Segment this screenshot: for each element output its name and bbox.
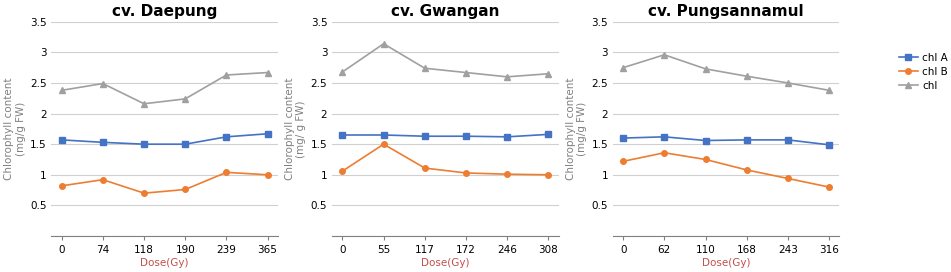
chl A (782, 138, 793, 141)
chl A (180, 143, 191, 146)
Title: cv. Pungsannamul: cv. Pungsannamul (649, 4, 804, 19)
chl B (700, 158, 711, 161)
Line: chl B: chl B (340, 141, 551, 178)
Line: chl A: chl A (340, 132, 551, 140)
chl (378, 42, 389, 45)
chl A (337, 133, 348, 137)
chl B (180, 188, 191, 191)
chl B (741, 168, 752, 172)
chl A (262, 132, 273, 135)
chl B (419, 166, 431, 170)
Y-axis label: Chlorophyll content
(mg/g FW): Chlorophyll content (mg/g FW) (566, 78, 587, 180)
Line: chl: chl (59, 70, 270, 107)
chl A (824, 143, 835, 146)
Title: cv. Gwangan: cv. Gwangan (391, 4, 499, 19)
X-axis label: Dose(Gy): Dose(Gy) (141, 258, 189, 268)
chl (180, 97, 191, 101)
chl (543, 72, 554, 75)
chl B (782, 177, 793, 180)
chl A (56, 138, 68, 141)
Line: chl A: chl A (620, 134, 832, 148)
chl (659, 53, 670, 56)
Y-axis label: Chlorophyll content
(mg/ g FW): Chlorophyll content (mg/ g FW) (285, 78, 306, 180)
chl (700, 67, 711, 70)
chl B (501, 172, 513, 176)
chl A (700, 139, 711, 142)
chl A (138, 143, 149, 146)
chl (501, 75, 513, 78)
chl A (617, 137, 629, 140)
chl A (659, 135, 670, 138)
chl (617, 66, 629, 69)
chl B (262, 173, 273, 177)
Line: chl A: chl A (59, 131, 270, 147)
Line: chl B: chl B (59, 169, 270, 196)
chl B (617, 160, 629, 163)
Line: chl: chl (620, 52, 832, 93)
chl (782, 81, 793, 85)
chl A (97, 141, 108, 144)
chl A (741, 138, 752, 141)
chl (337, 70, 348, 73)
Legend: chl A, chl B, chl: chl A, chl B, chl (895, 48, 951, 95)
chl B (56, 184, 68, 187)
Title: cv. Daepung: cv. Daepung (112, 4, 218, 19)
Line: chl: chl (340, 41, 551, 80)
chl B (138, 191, 149, 195)
chl B (824, 186, 835, 189)
Line: chl B: chl B (620, 150, 832, 190)
chl B (543, 173, 554, 177)
chl B (378, 143, 389, 146)
chl (221, 73, 232, 77)
X-axis label: Dose(Gy): Dose(Gy) (702, 258, 750, 268)
chl (97, 82, 108, 85)
Y-axis label: Chlorophyll content
(mg/g FW): Chlorophyll content (mg/g FW) (4, 78, 26, 180)
chl (741, 75, 752, 78)
chl (460, 71, 472, 74)
chl B (460, 171, 472, 175)
chl A (419, 135, 431, 138)
chl (262, 71, 273, 74)
chl A (221, 135, 232, 138)
chl B (221, 171, 232, 174)
chl B (97, 178, 108, 181)
chl A (378, 133, 389, 137)
chl A (543, 133, 554, 136)
chl A (501, 135, 513, 138)
X-axis label: Dose(Gy): Dose(Gy) (421, 258, 470, 268)
chl (824, 89, 835, 92)
chl (419, 67, 431, 70)
chl B (337, 169, 348, 173)
chl B (659, 151, 670, 154)
chl A (460, 135, 472, 138)
chl (138, 102, 149, 106)
chl (56, 89, 68, 92)
